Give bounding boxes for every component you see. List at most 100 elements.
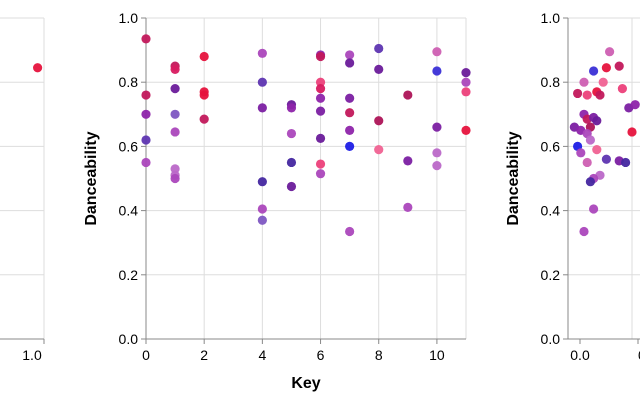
data-point: [315, 106, 326, 116]
data-point: [345, 108, 355, 118]
data-point: [257, 48, 267, 58]
data-point: [170, 173, 180, 184]
data-point: [345, 93, 355, 103]
x-tick-label: 4: [258, 347, 266, 363]
data-point: [374, 116, 384, 126]
data-point: [345, 58, 355, 68]
data-point: [598, 77, 608, 87]
data-point: [432, 66, 442, 76]
x-tick-label: 10: [429, 347, 445, 363]
data-point: [199, 51, 209, 62]
data-point: [432, 161, 442, 171]
data-point: [601, 63, 612, 73]
data-point: [403, 90, 413, 100]
data-point: [33, 63, 43, 73]
data-point: [614, 61, 624, 71]
x-tick-label: 2: [200, 347, 208, 363]
data-point: [286, 103, 297, 113]
data-point: [461, 87, 471, 97]
y-tick-label: 0.0: [119, 331, 139, 347]
x-axis-title: Key: [291, 375, 320, 392]
data-point: [345, 226, 355, 237]
data-point: [286, 128, 297, 139]
data-point: [595, 90, 605, 100]
data-point: [461, 125, 471, 135]
y-axis-title: Danceability: [505, 131, 522, 225]
data-point: [170, 127, 180, 137]
y-tick-label: 0.2: [119, 267, 139, 283]
y-tick-label: 0.8: [119, 74, 139, 90]
data-point: [286, 157, 297, 168]
data-point: [617, 84, 628, 94]
data-point: [432, 47, 442, 57]
data-point: [432, 122, 442, 132]
data-point: [199, 114, 209, 124]
chart-panel-3: 0.0 0.2 0.4 0.6 0.8 1.0 0.0 0. Danceability: [505, 10, 640, 363]
data-point: [585, 135, 596, 145]
data-point: [315, 77, 326, 87]
data-point: [315, 93, 326, 103]
data-point: [170, 109, 180, 119]
data-point: [315, 159, 326, 169]
data-point: [573, 88, 583, 99]
data-point: [345, 141, 355, 151]
y-tick-label: 0.4: [541, 203, 561, 219]
data-point: [141, 109, 151, 119]
data-point: [257, 77, 267, 87]
x-tick-label: 0: [142, 347, 150, 363]
data-point: [461, 77, 471, 87]
data-point: [403, 202, 413, 212]
data-point: [141, 34, 151, 44]
data-point: [141, 90, 151, 100]
data-point: [315, 133, 326, 143]
data-point: [170, 64, 180, 74]
y-tick-label: 1.0: [541, 10, 561, 26]
data-point: [345, 50, 355, 60]
data-point: [592, 116, 602, 126]
data-point: [315, 84, 326, 94]
y-tick-label: 0.6: [119, 138, 139, 154]
data-point: [592, 145, 602, 155]
data-point: [345, 125, 355, 135]
y-tick-label: 0.6: [541, 138, 561, 154]
data-point: [315, 51, 326, 62]
data-point: [579, 77, 589, 87]
data-point: [630, 100, 640, 110]
x-tick-label: 1.0: [22, 347, 42, 363]
data-point: [257, 177, 267, 187]
data-point: [589, 66, 599, 76]
x-tick-label: 8: [375, 347, 383, 363]
data-point: [286, 181, 297, 192]
data-point: [601, 154, 612, 164]
data-point: [605, 47, 615, 57]
y-tick-label: 0.8: [541, 74, 561, 90]
data-point: [589, 204, 599, 214]
data-point: [461, 67, 471, 78]
y-tick-label: 0.2: [541, 267, 561, 283]
data-point: [579, 226, 589, 237]
data-point: [257, 204, 267, 214]
data-point: [170, 164, 180, 174]
data-point: [141, 135, 151, 145]
data-point: [576, 148, 586, 158]
x-tick-label: 0.0: [570, 347, 590, 363]
x-tick-label: 0.: [638, 347, 640, 363]
data-point: [257, 215, 267, 225]
data-point: [374, 64, 384, 74]
data-point: [432, 148, 442, 158]
data-point: [257, 103, 267, 113]
data-point: [141, 157, 151, 168]
y-tick-label: 0.4: [119, 203, 139, 219]
data-point: [403, 156, 413, 166]
chart-panel-1: 1.0: [0, 17, 45, 363]
y-axis-title: Danceability: [83, 131, 100, 225]
data-point: [374, 43, 384, 54]
data-point: [315, 169, 326, 179]
data-point: [374, 145, 384, 155]
y-tick-label: 0.0: [541, 331, 561, 347]
chart-panel-2: 0.0 0.2 0.4 0.6 0.8 1.0 0 2 4 6 8 10 Danceability Key: [83, 10, 471, 392]
data-point: [199, 90, 209, 100]
data-point: [582, 157, 592, 168]
